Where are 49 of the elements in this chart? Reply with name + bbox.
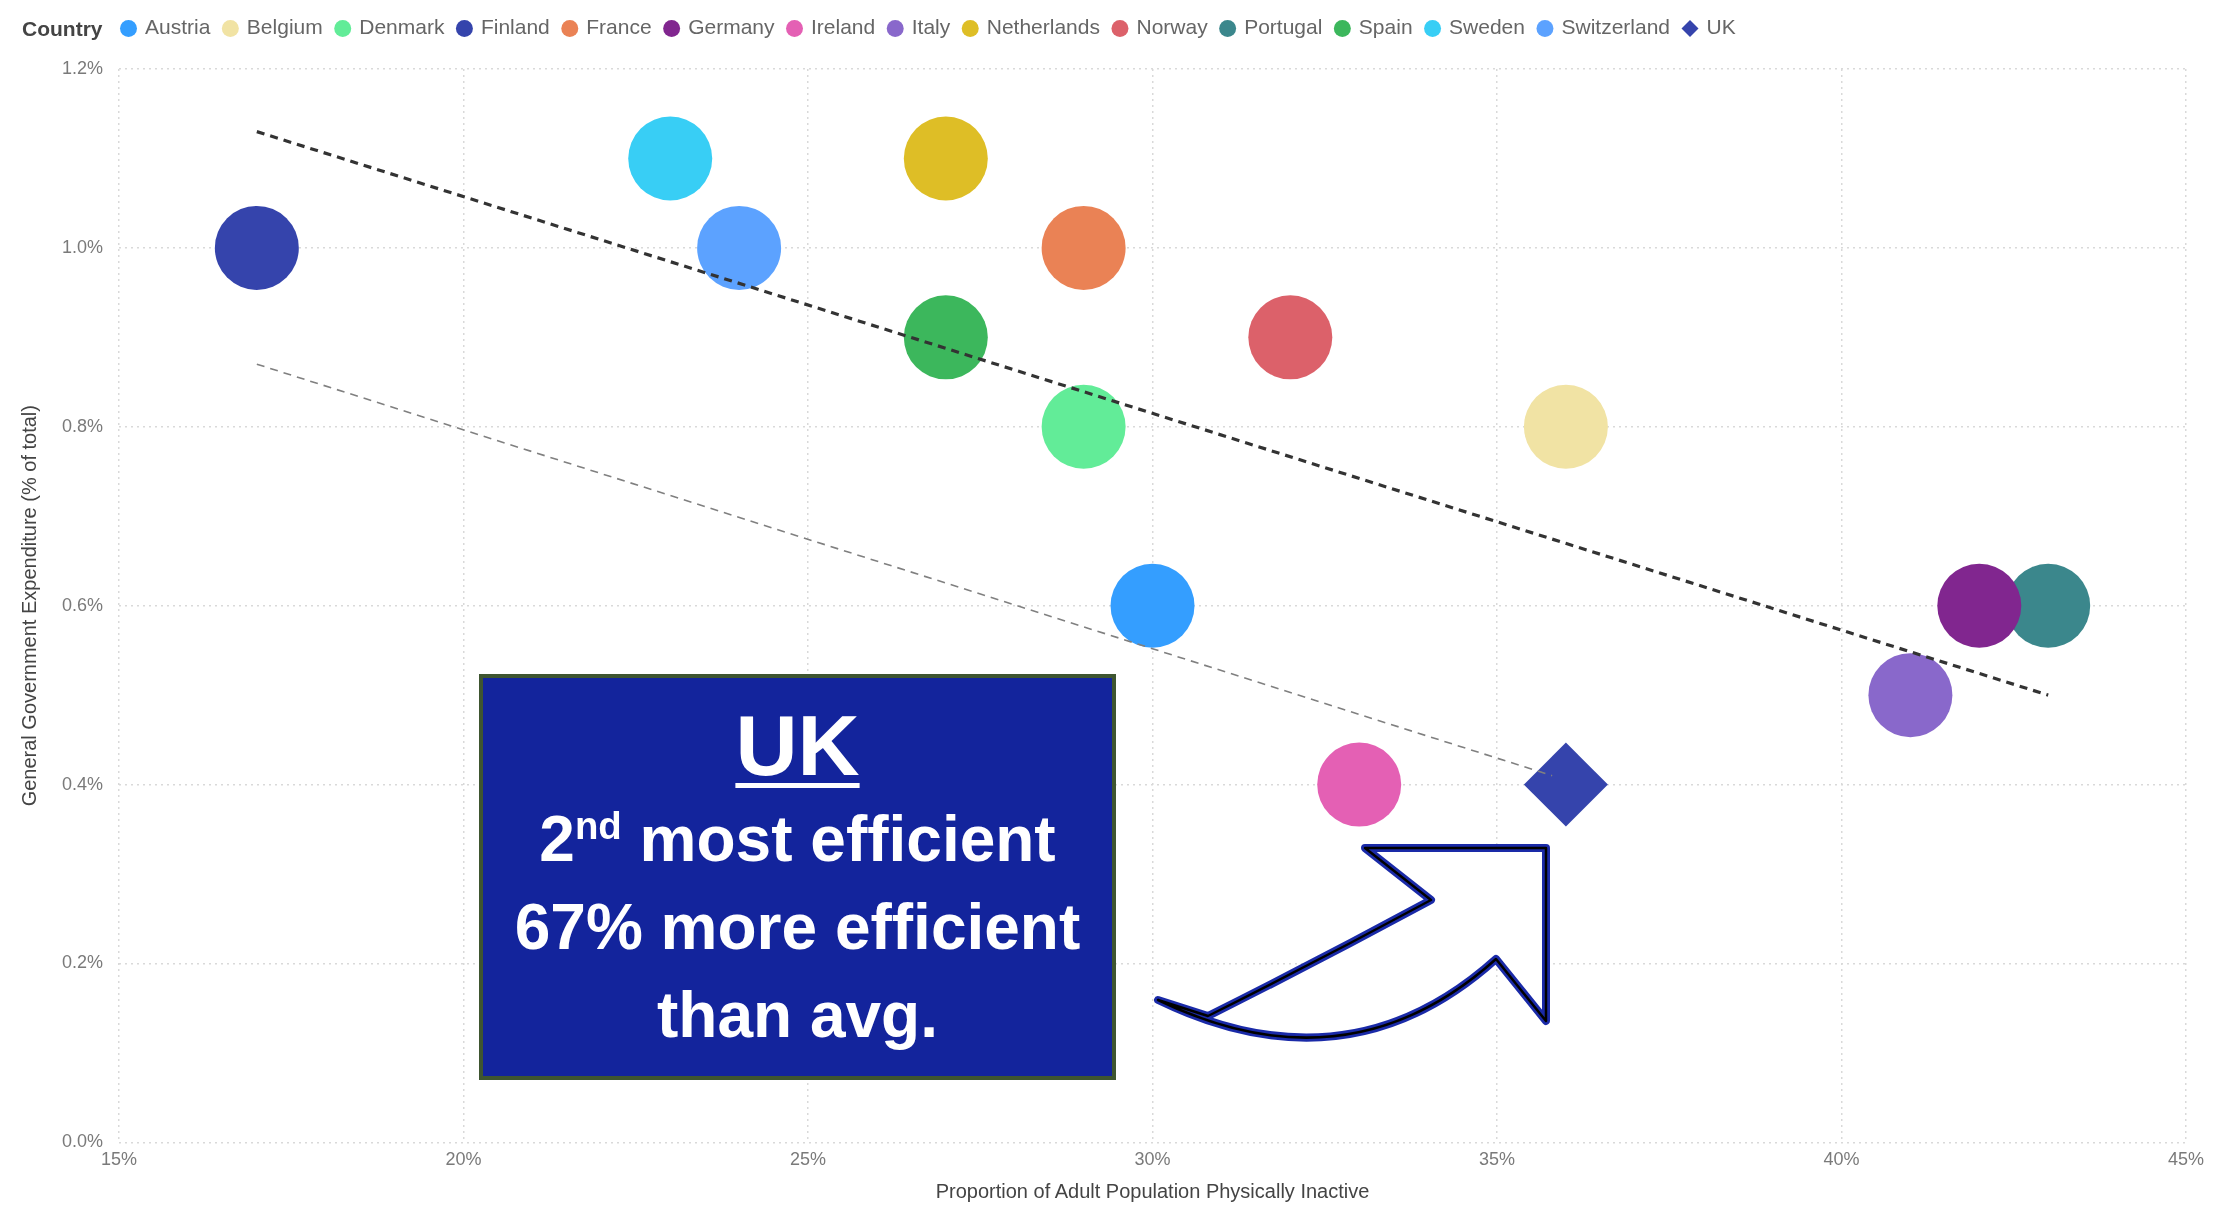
- y-tick-label: 1.0%: [62, 236, 104, 257]
- legend-label: Sweden: [1449, 15, 1525, 39]
- point: [1523, 384, 1608, 469]
- y-tick-label: 0.6%: [62, 594, 104, 615]
- y-axis-title: General Government Expenditure (% of total): [17, 405, 40, 807]
- y-tick-label: 0.4%: [62, 773, 104, 794]
- x-tick-label: 35%: [1478, 1149, 1516, 1170]
- legend-label: Denmark: [359, 15, 445, 39]
- x-tick-label: 30%: [1134, 1149, 1171, 1170]
- point: [1248, 295, 1333, 380]
- point: [1110, 563, 1195, 648]
- legend-label: Italy: [911, 15, 951, 39]
- x-tick-label: 25%: [790, 1149, 827, 1170]
- x-axis-title: Proportion of Adult Population Physically Inactive: [935, 1179, 1370, 1202]
- legend-title: Country: [22, 17, 103, 41]
- legend-label: Austria: [144, 15, 211, 39]
- legend-label: Portugal: [1244, 15, 1323, 39]
- point: [1041, 384, 1126, 469]
- point: [1868, 653, 1953, 738]
- annotation: 67% more efficient than avg.: [513, 890, 1082, 1053]
- legend-label: UK: [1706, 15, 1736, 39]
- legend-label: Belgium: [246, 15, 323, 39]
- legend-label: Spain: [1358, 15, 1413, 39]
- y-tick-label: 0.8%: [62, 415, 104, 436]
- point: [1317, 742, 1402, 827]
- legend-label: Finland: [480, 15, 550, 39]
- x-tick-label: 20%: [445, 1149, 482, 1170]
- point: [697, 205, 782, 290]
- y-tick-label: 0.0%: [62, 1131, 104, 1152]
- point: [903, 295, 988, 380]
- y-tick-label: 1.2%: [62, 57, 104, 78]
- y-tick-label: 0.2%: [62, 952, 104, 973]
- legend-label: Netherlands: [986, 15, 1100, 39]
- point: [903, 116, 988, 201]
- legend-label: Ireland: [811, 15, 876, 39]
- annotation: UK: [735, 696, 860, 795]
- point: [628, 116, 713, 201]
- x-tick-label: 45%: [2167, 1149, 2205, 1170]
- point: [1523, 742, 1608, 827]
- legend-label: Norway: [1136, 15, 1209, 39]
- legend-label: France: [586, 15, 652, 39]
- x-tick-label: 40%: [1823, 1149, 1860, 1170]
- legend-label: Switzerland: [1561, 15, 1671, 39]
- legend-label: Germany: [688, 15, 775, 39]
- point: [1937, 563, 2022, 648]
- annotation: 2$^{nd}$ most efficient: [539, 802, 1056, 877]
- point: [214, 205, 299, 290]
- x-tick-label: 15%: [101, 1149, 138, 1170]
- point: [1041, 205, 1126, 290]
